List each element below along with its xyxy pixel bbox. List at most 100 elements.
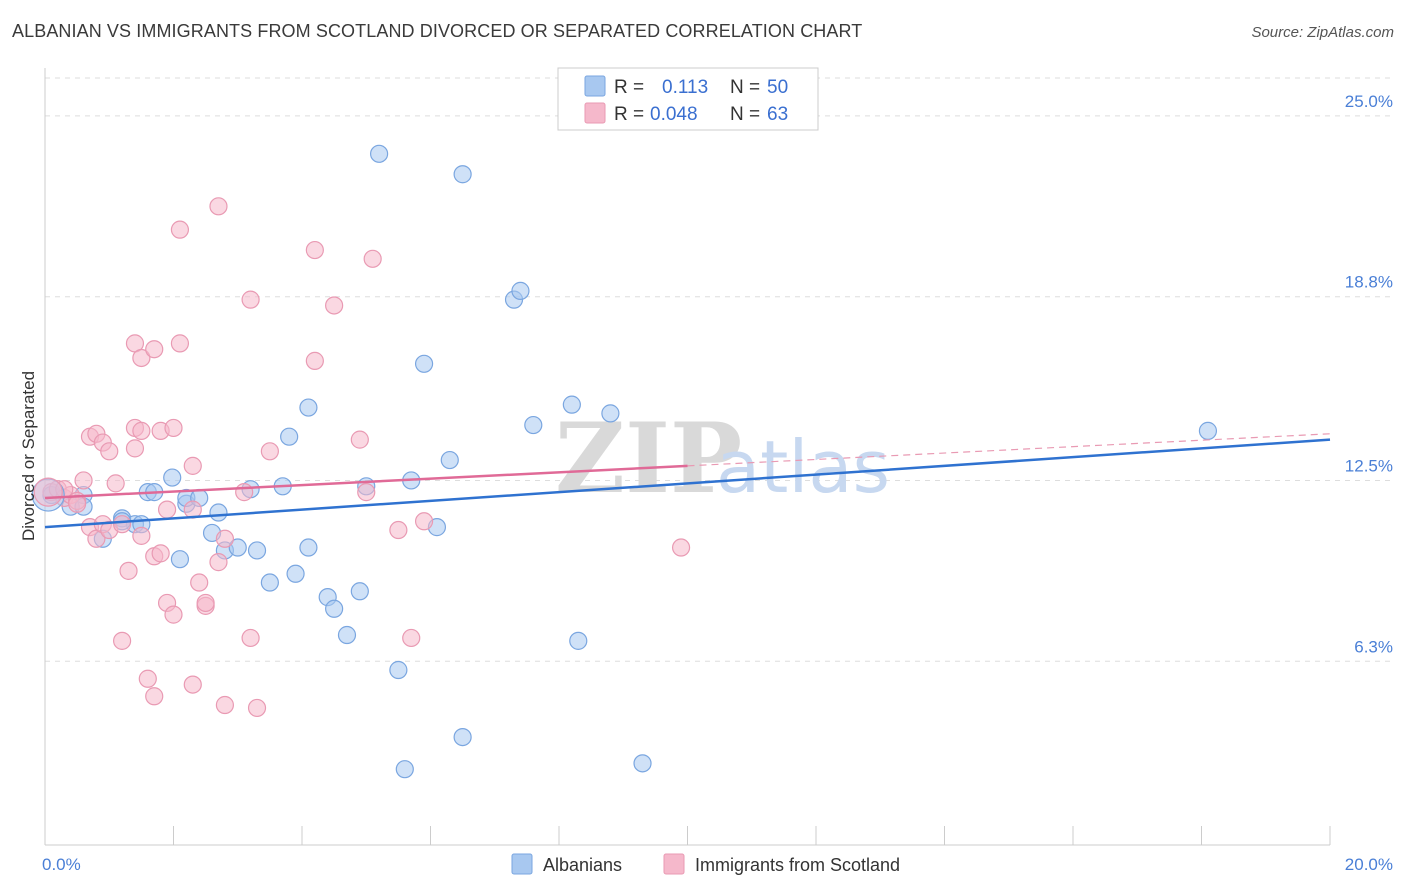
legend-swatch-albanians [511, 853, 533, 875]
legend-swatch-scotland [663, 853, 685, 875]
scotland-point [74, 471, 93, 490]
scotland-point [132, 421, 151, 440]
scotland-point [190, 573, 209, 592]
albanian-point [350, 582, 369, 601]
legend-r-value: 0.048 [650, 104, 698, 125]
scotland-point [112, 631, 132, 650]
albanian-point [601, 404, 620, 423]
watermark: ZIP atlas [555, 402, 890, 515]
y-axis-label: Divorced or Separated [19, 371, 38, 541]
y-tick-label: 6.3% [1354, 637, 1393, 656]
grid-lines [45, 77, 1395, 662]
albanian-point [389, 660, 408, 680]
legend-r-label: R = [614, 77, 644, 98]
scotland-point [164, 418, 183, 438]
legend-swatch-scotland [584, 102, 606, 124]
albanian-point [453, 727, 472, 747]
albanian-point [633, 754, 652, 773]
albanian-point [170, 550, 190, 569]
legend-n-value: 63 [767, 104, 788, 125]
scotland-point [183, 675, 202, 694]
albanian-point [280, 427, 299, 446]
scotland-point [209, 197, 228, 216]
scotland-point [157, 500, 177, 519]
scotland-point [119, 561, 138, 580]
scotland-point [305, 351, 324, 370]
scotland-point [325, 296, 344, 315]
albanian-point [325, 599, 344, 618]
albanian-point [228, 538, 247, 557]
albanian-point [395, 760, 414, 779]
scotland-point [106, 474, 125, 493]
scotland-point [305, 240, 324, 260]
scotland-point [247, 698, 267, 718]
legend-n-label: N = [730, 104, 760, 125]
scotland-point [209, 553, 228, 572]
albanian-point [209, 503, 228, 522]
legend-swatch-albanians [584, 75, 606, 97]
y-tick-label: 12.5% [1345, 456, 1393, 475]
axes [44, 68, 1331, 846]
scotland-point [132, 348, 151, 368]
scotland-point [100, 442, 119, 461]
scotland-point [389, 520, 408, 540]
scotland-point [170, 334, 190, 353]
scotland-point [402, 628, 421, 648]
scotland-point [145, 687, 164, 706]
legend-label-scotland: Immigrants from Scotland [695, 855, 900, 875]
albanian-point [453, 165, 472, 184]
albanian-point [299, 398, 318, 417]
albanian-trend-line [44, 438, 1331, 529]
scotland-point [260, 442, 279, 461]
source-credit: Source: ZipAtlas.com [1251, 24, 1394, 41]
scotland-point [112, 515, 132, 534]
albanian-point [370, 144, 389, 163]
albanian-point [440, 450, 459, 470]
legend-n-value: 50 [767, 77, 788, 98]
scotland-point [241, 290, 260, 309]
trend-lines [44, 433, 1331, 529]
legend-n-label: N = [730, 77, 760, 98]
y-tick-label: 25.0% [1345, 92, 1393, 111]
legend-r-label: R = [614, 104, 644, 125]
albanian-point [260, 573, 279, 592]
albanian-point [286, 564, 305, 583]
scotland-point [350, 430, 369, 449]
albanian-point [524, 415, 543, 435]
scotland-point [357, 483, 376, 502]
x-tick-label: 20.0% [1345, 855, 1393, 874]
scotland-point [151, 544, 170, 563]
legend-label-albanians: Albanians [543, 855, 622, 875]
scotland-point [414, 512, 434, 531]
scotland-point [183, 456, 202, 475]
scotland-point [215, 695, 234, 715]
scotland-point [241, 628, 260, 648]
scotland-point [138, 669, 157, 688]
scotland-point [215, 529, 234, 548]
scotland-point [196, 593, 215, 613]
watermark-atlas: atlas [716, 425, 890, 509]
albanian-point [163, 468, 182, 487]
scotland-point [170, 220, 190, 239]
x-tick-label: 0.0% [42, 855, 81, 874]
albanian-point [569, 631, 588, 650]
scotland-point [671, 538, 691, 557]
legend-r-value: 0.113 [662, 77, 708, 98]
albanian-point [511, 281, 530, 300]
y-tick-labels: 6.3% 12.5% 18.8% 25.0% [1345, 92, 1393, 656]
albanian-point [247, 541, 267, 560]
legend-top: R = 0.113 N = 50 R = 0.048 N = 63 [557, 67, 819, 131]
albanian-point [1198, 421, 1218, 440]
chart-title: ALBANIAN VS IMMIGRANTS FROM SCOTLAND DIV… [12, 21, 863, 41]
scotland-point [33, 477, 63, 507]
x-tick-labels: 0.0% 20.0% [42, 855, 1393, 874]
albanian-point [562, 395, 581, 414]
scotland-point [125, 439, 145, 458]
scotland-trend-line [44, 464, 688, 500]
albanian-point [337, 625, 357, 645]
scotland-point [164, 605, 183, 624]
watermark-zip: ZIP [555, 402, 742, 515]
data-points [31, 144, 1218, 779]
y-tick-label: 18.8% [1345, 273, 1393, 292]
